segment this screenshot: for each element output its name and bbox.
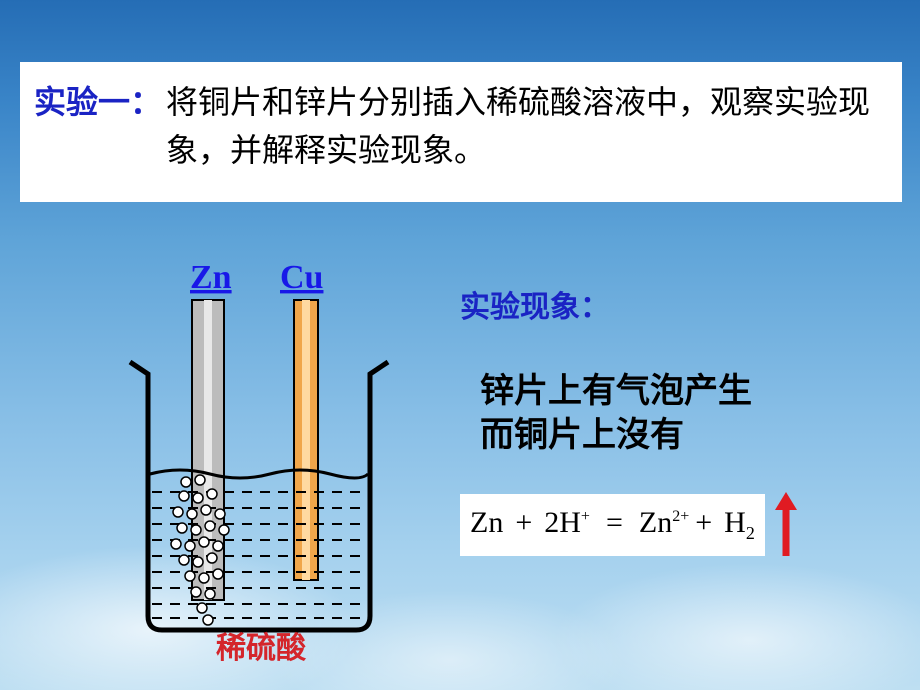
gas-arrow-icon	[773, 492, 799, 558]
eq-equals: =	[606, 506, 623, 540]
eq-zn2: Zn2+	[639, 506, 689, 540]
experiment-header-box: 实验一： 将铜片和锌片分别插入稀硫酸溶液中，观察实验现象，并解释实验现象。	[20, 62, 902, 202]
experiment-description: 将铜片和锌片分别插入稀硫酸溶液中，观察实验现象，并解释实验现象。	[166, 78, 888, 174]
experiment-title: 实验一：	[34, 78, 162, 126]
beaker-outline	[130, 362, 388, 630]
eq-zn: Zn	[470, 506, 503, 540]
cu-rod-highlight	[302, 300, 310, 580]
zn-label: Zn	[190, 259, 232, 296]
eq-plus2: +	[695, 506, 712, 540]
phenomenon-text: 锌片上有气泡产生 而铜片上沒有	[480, 370, 752, 458]
eq-2h: 2H+	[544, 506, 590, 540]
phenomenon-line1: 锌片上有气泡产生	[480, 373, 752, 410]
eq-h2: H2	[724, 506, 755, 544]
equation-box: Zn + 2H+ = Zn2+ + H2	[460, 494, 765, 556]
liquid-surface	[150, 470, 368, 478]
eq-plus1: +	[515, 506, 532, 540]
phenomenon-title: 实验现象：	[460, 282, 610, 326]
cu-label: Cu	[280, 259, 323, 296]
equation-wrap: Zn + 2H+ = Zn2+ + H2	[460, 492, 799, 558]
phenomenon-line2: 而铜片上沒有	[480, 417, 684, 454]
beaker-diagram: Zn Cu 稀硫酸	[120, 258, 422, 668]
acid-label: 稀硫酸	[216, 631, 307, 665]
